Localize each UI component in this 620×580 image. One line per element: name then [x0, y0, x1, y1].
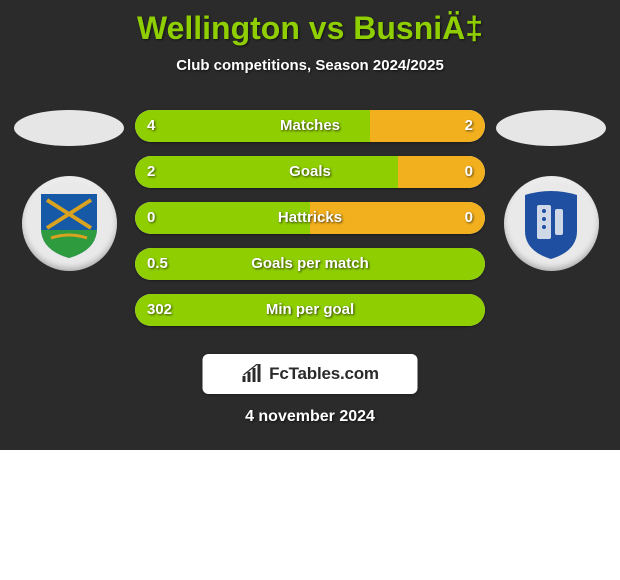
stat-bar: 302 Min per goal: [135, 294, 485, 326]
comparison-card: Wellington vs BusniÄ‡ Club competitions,…: [0, 0, 620, 450]
left-player-oval: [14, 110, 124, 146]
bar-chart-icon: [241, 364, 263, 384]
page-title: Wellington vs BusniÄ‡: [0, 0, 620, 47]
shield-icon: [521, 187, 581, 261]
page-subtitle: Club competitions, Season 2024/2025: [0, 57, 620, 74]
bar-right-value: 2: [465, 110, 473, 142]
brand-box[interactable]: FcTables.com: [203, 354, 418, 394]
bar-right-value: 0: [465, 156, 473, 188]
stat-bar: 0 Hattricks 0: [135, 202, 485, 234]
right-player-oval: [496, 110, 606, 146]
bar-label: Hattricks: [135, 202, 485, 234]
stat-bar: 0.5 Goals per match: [135, 248, 485, 280]
right-team-crest: [504, 176, 599, 271]
shield-icon: [37, 188, 101, 260]
bar-label: Min per goal: [135, 294, 485, 326]
stat-bar: 4 Matches 2: [135, 110, 485, 142]
bar-label: Matches: [135, 110, 485, 142]
bar-right-value: 0: [465, 202, 473, 234]
footer-date: 4 november 2024: [0, 408, 620, 426]
bar-label: Goals per match: [135, 248, 485, 280]
left-team-col: [9, 110, 129, 271]
brand-text: FcTables.com: [269, 364, 379, 384]
right-team-col: [491, 110, 611, 271]
stats-bars: 4 Matches 2 2 Goals 0 0 Hattricks 0: [135, 110, 485, 326]
bar-label: Goals: [135, 156, 485, 188]
left-team-crest: [22, 176, 117, 271]
main-layout: 4 Matches 2 2 Goals 0 0 Hattricks 0: [0, 110, 620, 326]
stat-bar: 2 Goals 0: [135, 156, 485, 188]
